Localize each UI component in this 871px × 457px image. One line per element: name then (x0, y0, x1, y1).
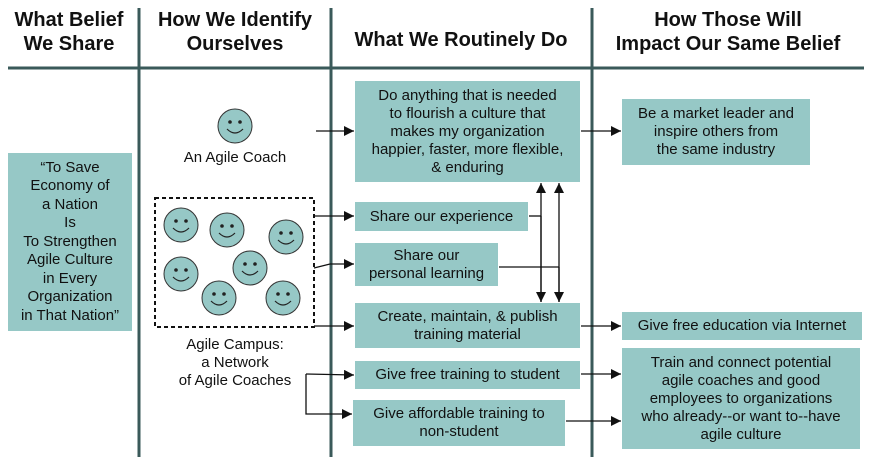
smiley-face-icon (201, 280, 237, 316)
impact-market-leader: Be a market leader and inspire others fr… (622, 99, 810, 165)
activity-affordable-training: Give affordable training to non-student (353, 400, 565, 446)
agile-coach-label: An Agile Coach (183, 149, 287, 166)
smiley-face-icon (163, 256, 199, 292)
header-how-identify: How We Identify Ourselves (157, 9, 313, 55)
activity-share-experience: Share our experience (355, 202, 528, 231)
smiley-face-icon (217, 108, 253, 144)
smiley-face-icon (265, 280, 301, 316)
smiley-face-icon (209, 212, 245, 248)
activity-training-material: Create, maintain, & publish training mat… (355, 303, 580, 348)
impact-train-connect: Train and connect potential agile coache… (622, 348, 860, 449)
agile-campus-label: Agile Campus: a Network of Agile Coaches (178, 336, 292, 389)
smiley-face-icon (232, 250, 268, 286)
smiley-face-icon (268, 219, 304, 255)
header-routinely-do: What We Routinely Do (354, 29, 568, 51)
belief-box: “To Save Economy of a Nation Is To Stren… (8, 153, 132, 331)
column-dividers (137, 8, 594, 457)
activity-share-learning: Share our personal learning (355, 243, 498, 286)
smiley-face-icon (163, 207, 199, 243)
activity-free-training: Give free training to student (355, 361, 580, 389)
arrow-campus-to-affordable-training (305, 374, 352, 419)
header-impact: How Those Will Impact Our Same Belief (615, 9, 841, 55)
activity-flourish-culture: Do anything that is needed to flourish a… (355, 81, 580, 182)
impact-free-education: Give free education via Internet (622, 312, 862, 340)
agile-campus-group-border (154, 197, 315, 328)
arrow-campus-to-free-training (305, 369, 355, 380)
arrow-campus-to-learning (313, 259, 354, 269)
header-what-belief: What Belief We Share (14, 9, 124, 55)
